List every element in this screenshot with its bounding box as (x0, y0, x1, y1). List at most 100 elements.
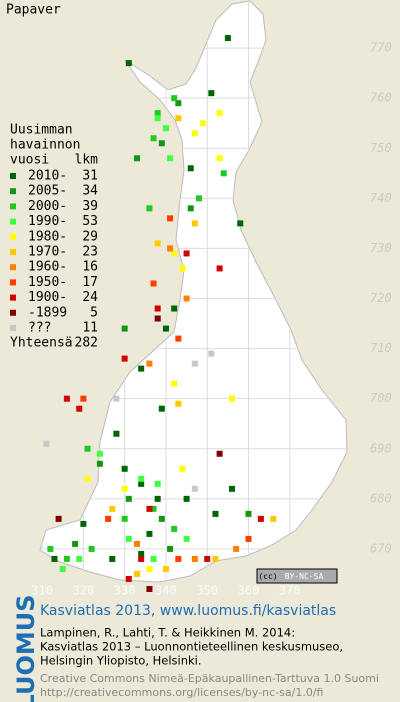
x-tick-label: 330 (114, 584, 136, 598)
observation (113, 395, 120, 402)
legend-count-heading: lkm (75, 153, 99, 168)
observation (125, 495, 132, 502)
observation (125, 60, 132, 67)
observation (125, 535, 132, 542)
observation (191, 485, 198, 492)
observation (96, 460, 103, 467)
observation (154, 115, 161, 122)
observation (233, 545, 240, 552)
logo: LUOMUS (12, 595, 40, 702)
footer-title: Kasviatlas 2013, www.luomus.fi/kasviatla… (40, 603, 336, 619)
legend-swatch (10, 218, 16, 225)
observation (187, 165, 194, 172)
observation (138, 475, 145, 482)
legend-swatch (10, 203, 16, 210)
observation (257, 515, 264, 522)
y-tick-label: 680 (370, 491, 392, 505)
observation (175, 335, 182, 342)
legend-swatch (10, 309, 16, 316)
observation (191, 130, 198, 137)
legend-heading: vuosi (10, 153, 49, 168)
license-text: Creative Commons Nimeä-Epäkaupallinen-Ta… (40, 672, 379, 685)
legend-label: 1980- (28, 229, 67, 244)
observation (146, 565, 153, 572)
y-tick-label: 710 (370, 341, 392, 355)
observation (183, 535, 190, 542)
badge-cc: (cc) (258, 572, 277, 581)
observation (183, 250, 190, 257)
observation (105, 515, 112, 522)
observation (96, 450, 103, 457)
observation (154, 495, 161, 502)
observation (51, 555, 58, 562)
badge-box (256, 568, 338, 584)
observation (146, 530, 153, 537)
legend-swatch (10, 233, 16, 240)
observation (134, 540, 141, 547)
x-tick-label: 310 (31, 584, 53, 598)
observation (121, 515, 128, 522)
observation (183, 295, 190, 302)
observation (212, 510, 219, 517)
legend-label: 1990- (28, 214, 67, 229)
observation (59, 565, 66, 572)
observation (171, 525, 178, 532)
observation (171, 305, 178, 312)
legend: 2010- 31 2005- 34 2000- 39 1990- 53 1980- 29 1970-… (10, 169, 98, 336)
observation (162, 325, 169, 332)
observation (76, 405, 83, 412)
observation (121, 465, 128, 472)
legend-count: 23 (82, 245, 98, 260)
observation (171, 95, 178, 102)
legend-swatch (10, 264, 16, 271)
citation: Kasviatlas 2013 – Luonnontieteellinen ke… (40, 640, 343, 654)
observation (121, 325, 128, 332)
x-tick-label: 340 (155, 584, 177, 598)
observation (138, 365, 145, 372)
observation (208, 90, 215, 97)
observation (121, 485, 128, 492)
observation (167, 215, 174, 222)
observation (158, 515, 165, 522)
observation (179, 465, 186, 472)
observation (228, 485, 235, 492)
legend-swatch (10, 294, 16, 301)
license-url: http://creativecommons.org/licenses/by-n… (40, 686, 323, 699)
legend-count: 11 (82, 321, 98, 336)
citation: Helsingin Yliopisto, Helsinki. (40, 654, 202, 668)
legend-label: 2000- (28, 199, 67, 214)
observation (175, 100, 182, 107)
y-tick-label: 720 (370, 291, 392, 305)
observation (43, 440, 50, 447)
observation (220, 170, 227, 177)
observation (113, 430, 120, 437)
observation (63, 555, 70, 562)
observation (183, 495, 190, 502)
observation (55, 515, 62, 522)
observation (146, 360, 153, 367)
observation (154, 110, 161, 117)
legend-total: 282 (75, 336, 98, 351)
y-tick-label: 770 (370, 41, 392, 55)
observation (109, 505, 116, 512)
observation (80, 520, 87, 527)
observation (84, 475, 91, 482)
observation (154, 240, 161, 247)
legend-count: 31 (82, 169, 98, 184)
y-tick-label: 750 (370, 141, 392, 155)
y-tick-label: 740 (370, 191, 392, 205)
legend-total-label: Yhteensä (10, 336, 73, 351)
legend-label: 2010- (28, 169, 67, 184)
legend-swatch (10, 249, 16, 255)
observation (138, 480, 145, 487)
observation (200, 120, 207, 127)
x-tick-label: 370 (279, 584, 301, 598)
legend-label: 2005- (28, 184, 67, 199)
observation (72, 540, 79, 547)
observation (138, 550, 145, 557)
observation (216, 110, 223, 117)
legend-label: 1950- (28, 275, 67, 290)
legend-label: 1970- (28, 245, 67, 260)
observation (150, 135, 157, 142)
y-tick-label: 730 (370, 241, 392, 255)
